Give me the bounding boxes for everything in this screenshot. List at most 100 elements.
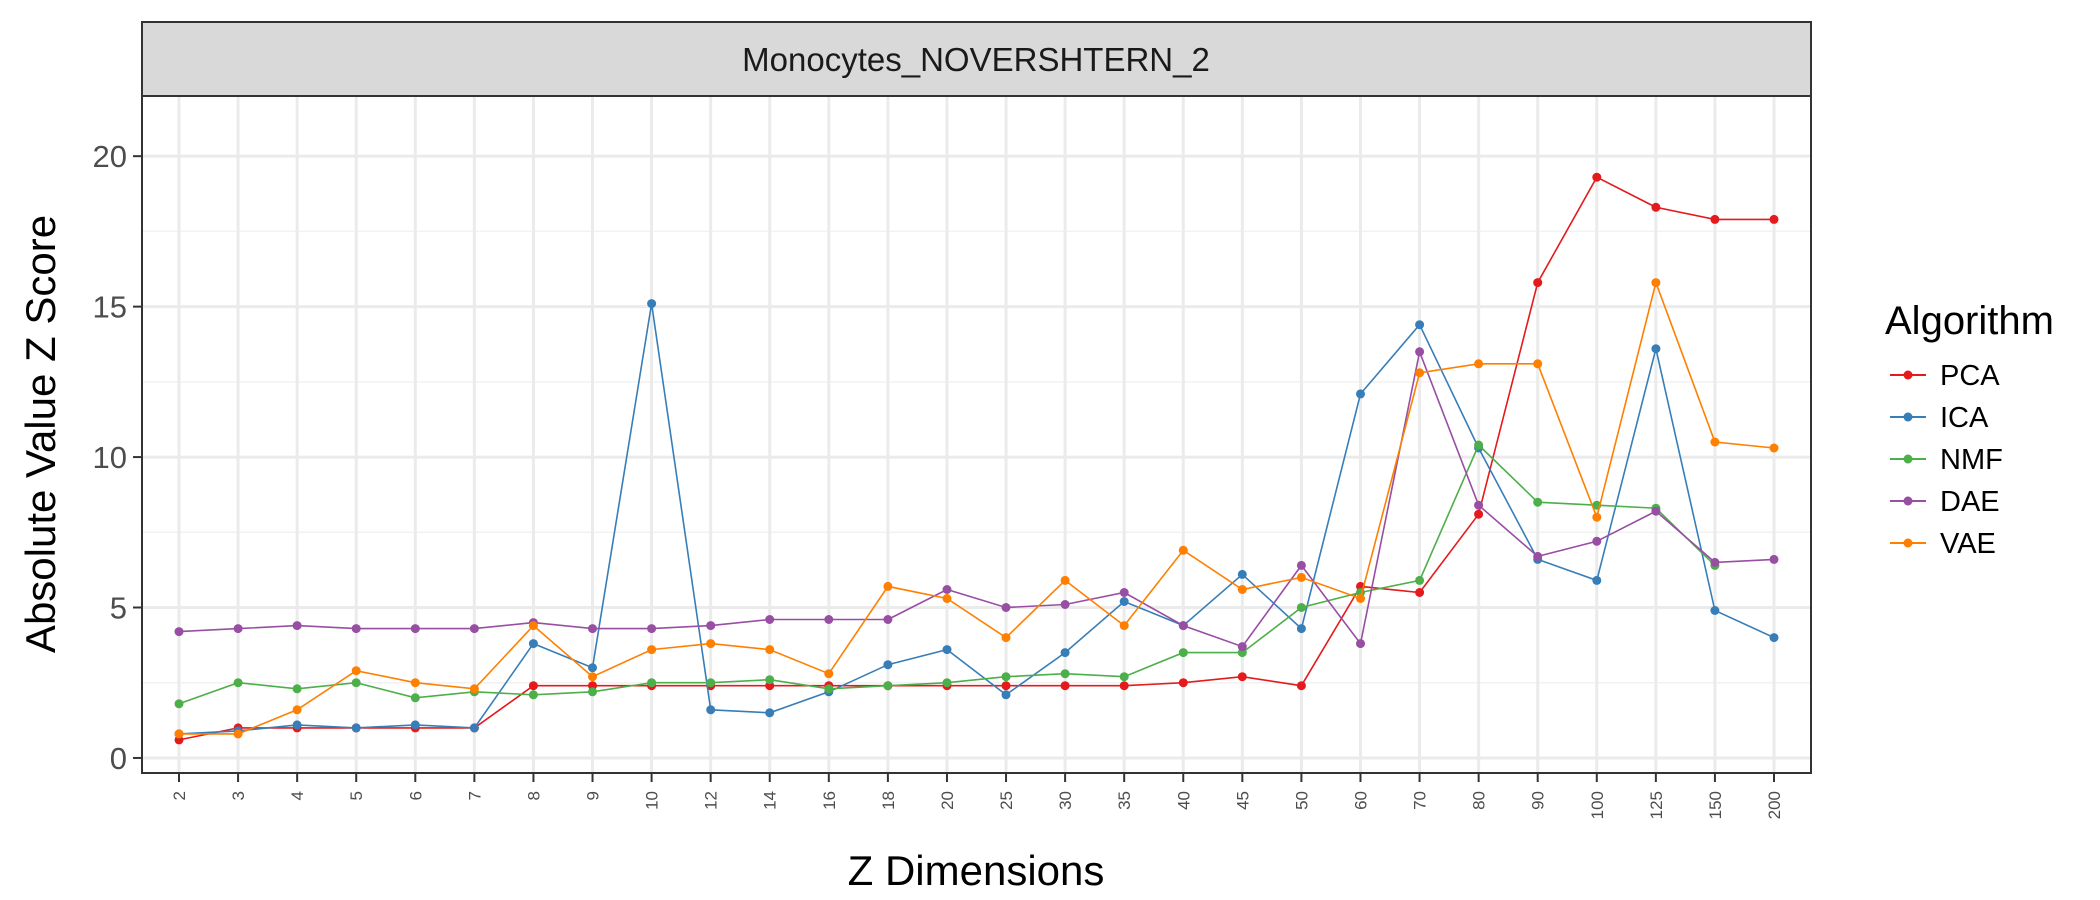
data-point-ica xyxy=(883,660,893,670)
series-line-ica xyxy=(178,303,1775,735)
data-point-dae xyxy=(1237,642,1247,652)
legend-label-dae: DAE xyxy=(1940,486,2000,518)
data-point-pca xyxy=(1533,278,1543,288)
data-point-ica xyxy=(1119,597,1129,606)
data-point-dae xyxy=(292,621,302,631)
data-point-dae xyxy=(1119,588,1129,597)
x-tick-label: 9 xyxy=(584,791,603,800)
data-point-pca xyxy=(1237,672,1247,682)
data-point-dae xyxy=(824,615,834,624)
data-point-ica xyxy=(588,663,597,673)
x-axis-title: Z Dimensions xyxy=(848,847,1105,894)
x-tick-label: 60 xyxy=(1351,791,1370,810)
x-tick-label: 200 xyxy=(1765,791,1784,819)
data-point-vae xyxy=(824,669,834,679)
legend-label-pca: PCA xyxy=(1940,360,2000,392)
x-tick-label: 18 xyxy=(879,791,898,810)
legend-label-vae: VAE xyxy=(1940,528,1996,560)
data-point-pca xyxy=(1651,202,1661,212)
legend-label-nmf: NMF xyxy=(1940,444,2003,476)
x-tick-label: 125 xyxy=(1647,791,1666,819)
x-tick-label: 25 xyxy=(997,791,1016,810)
x-tick-label: 7 xyxy=(465,791,484,800)
data-point-vae xyxy=(410,678,420,688)
legend-key-point-vae xyxy=(1903,538,1913,548)
data-point-ica xyxy=(528,639,538,649)
legend-key-point-ica xyxy=(1903,412,1913,422)
series-vae xyxy=(174,278,1779,739)
data-point-dae xyxy=(1710,557,1720,567)
data-point-nmf xyxy=(1060,669,1070,679)
x-tick-label: 6 xyxy=(406,791,425,800)
data-point-nmf xyxy=(706,678,716,688)
data-point-ica xyxy=(469,723,479,733)
data-point-vae xyxy=(292,705,302,715)
data-point-vae xyxy=(351,666,361,676)
data-point-dae xyxy=(1592,536,1602,546)
data-point-nmf xyxy=(233,678,243,688)
x-tick-label: 2 xyxy=(170,791,189,800)
data-point-dae xyxy=(647,624,657,634)
data-point-dae xyxy=(942,585,952,594)
data-point-nmf xyxy=(1119,672,1129,682)
x-tick-label: 35 xyxy=(1115,791,1134,810)
data-point-pca xyxy=(528,681,538,691)
data-point-dae xyxy=(174,627,184,637)
data-point-ica xyxy=(647,299,657,309)
data-point-vae xyxy=(1415,368,1425,378)
data-point-ica xyxy=(292,720,302,730)
data-point-dae xyxy=(1415,347,1425,357)
data-point-dae xyxy=(706,621,716,631)
data-point-nmf xyxy=(292,684,302,694)
data-point-ica xyxy=(1060,648,1070,658)
data-point-vae xyxy=(1237,585,1247,594)
x-tick-label: 12 xyxy=(702,791,721,810)
data-point-ica xyxy=(1415,320,1425,330)
data-point-vae xyxy=(1060,575,1070,585)
data-point-dae xyxy=(588,624,597,634)
data-point-dae xyxy=(233,624,243,634)
data-point-ica xyxy=(706,705,716,715)
data-point-nmf xyxy=(824,684,834,694)
data-point-vae xyxy=(1001,633,1011,643)
data-point-dae xyxy=(1178,621,1188,631)
data-point-dae xyxy=(883,615,893,624)
data-point-vae xyxy=(942,594,952,603)
y-axis: 0 5 10 15 20 xyxy=(93,139,142,776)
data-point-ica xyxy=(1001,690,1011,700)
legend: Algorithm PCA ICA NMF DAE VAE xyxy=(1885,299,2054,560)
panel-background xyxy=(142,96,1811,773)
data-point-pca xyxy=(1710,214,1720,224)
data-point-ica xyxy=(1651,344,1661,354)
data-point-vae xyxy=(1651,278,1661,288)
facet-title: Monocytes_NOVERSHTERN_2 xyxy=(742,41,1210,78)
data-point-nmf xyxy=(410,693,420,703)
data-point-pca xyxy=(1592,172,1602,182)
x-tick-label: 14 xyxy=(761,791,780,810)
data-point-dae xyxy=(1474,500,1484,510)
x-axis: 2 3 4 5 6 7 8 9 10 12 14 16 18 20 25 30 35 40 45 50 60 70 80 90… xyxy=(170,773,1784,819)
data-point-vae xyxy=(1119,621,1129,631)
y-tick-label: 5 xyxy=(110,591,127,626)
data-point-vae xyxy=(233,729,243,739)
data-point-dae xyxy=(1001,603,1011,612)
data-point-nmf xyxy=(174,699,184,709)
data-point-pca xyxy=(1474,509,1484,519)
data-point-nmf xyxy=(1001,672,1011,682)
x-tick-label: 100 xyxy=(1588,791,1607,819)
data-point-nmf xyxy=(1533,497,1543,507)
data-point-ica xyxy=(410,720,420,730)
data-point-vae xyxy=(1710,437,1720,447)
data-point-ica xyxy=(942,645,952,655)
y-tick-label: 0 xyxy=(110,741,127,776)
data-point-dae xyxy=(1296,560,1306,570)
data-point-dae xyxy=(1533,551,1543,561)
legend-title: Algorithm xyxy=(1885,299,2054,343)
data-point-vae xyxy=(883,581,893,591)
data-point-dae xyxy=(469,624,479,634)
data-point-vae xyxy=(1533,359,1543,369)
x-tick-label: 45 xyxy=(1233,791,1252,810)
data-point-vae xyxy=(1474,359,1484,369)
data-point-vae xyxy=(1178,545,1188,555)
x-tick-label: 8 xyxy=(524,791,543,800)
